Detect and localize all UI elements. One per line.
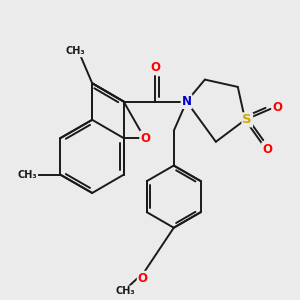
Text: O: O (262, 143, 272, 156)
Text: CH₃: CH₃ (18, 170, 37, 180)
Text: CH₃: CH₃ (65, 46, 85, 56)
Text: O: O (140, 132, 150, 145)
Text: CH₃: CH₃ (115, 286, 135, 296)
Text: O: O (272, 100, 282, 113)
Text: N: N (182, 95, 192, 108)
Text: O: O (151, 61, 160, 74)
Text: S: S (242, 113, 252, 126)
Text: O: O (138, 272, 148, 285)
